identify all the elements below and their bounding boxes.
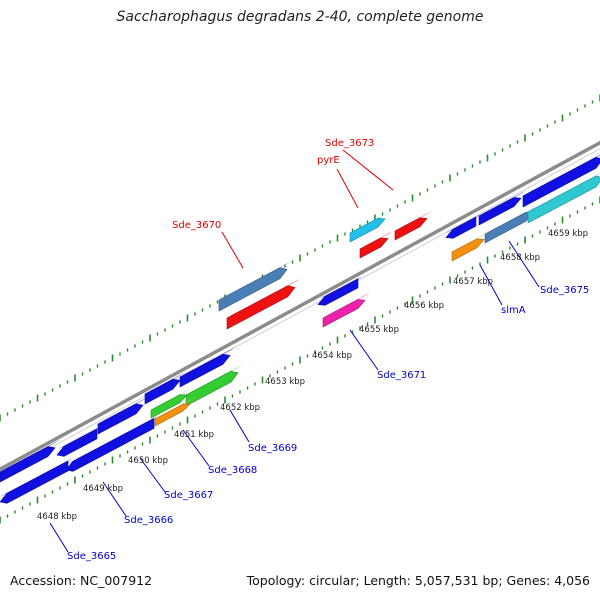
accession-text: Accession: NC_007912 [10, 573, 153, 588]
gene-body [0, 460, 69, 504]
map-title: Saccharophagus degradans 2-40, complete … [116, 9, 484, 25]
leader-sde-3669 [229, 409, 250, 443]
tick-label: 4657 kbp [453, 277, 493, 287]
feature-label-slma: slmA [501, 305, 526, 316]
gene-features [0, 154, 600, 504]
gene-body [97, 403, 144, 435]
feature-label-pyre: pyrE [317, 155, 340, 166]
leader-sde-3675 [508, 240, 540, 288]
gene-sde-3668 [150, 387, 193, 419]
tick-label: 4651 kbp [174, 430, 214, 440]
gene-body [478, 197, 522, 226]
leader-sde-3668 [182, 429, 210, 467]
tick-marks [0, 94, 600, 524]
leader-sde-3670 [221, 231, 244, 269]
gene-row-a-4 [56, 425, 103, 457]
gene-sde-3671-b [322, 292, 371, 328]
gene-sde-3670 [226, 278, 301, 330]
tick-label: 4653 kbp [265, 377, 305, 387]
leader-sde-3667 [139, 457, 166, 493]
tick-label: 4656 kbp [404, 301, 444, 311]
gene-body [445, 216, 477, 239]
backbone-highlight [0, 148, 600, 476]
feature-label-sde-3666: Sde_3666 [124, 515, 173, 526]
feature-label-sde-3667: Sde_3667 [164, 490, 213, 501]
leader-sde-3666 [102, 481, 127, 517]
gene-body [150, 394, 188, 419]
gene-row-a-3 [97, 396, 149, 435]
feature-label-sde-3668: Sde_3668 [208, 465, 257, 476]
leader-sde-3665 [49, 522, 69, 553]
gene-slma [451, 231, 490, 262]
label-leader-lines [49, 149, 540, 553]
gene-body [226, 285, 296, 330]
gene-row-a-1 [179, 346, 236, 388]
tick-label: 4655 kbp [359, 325, 399, 335]
tick-label: 4658 kbp [500, 253, 540, 263]
gene-sde-3670-upper [218, 260, 293, 312]
gene-body [394, 217, 428, 241]
gene-sde-3673-a [359, 230, 394, 259]
gene-sde-3673-b [394, 210, 433, 241]
gene-body [144, 378, 181, 405]
feature-label-sde-3675: Sde_3675 [540, 285, 589, 296]
gene-upper-right-2 [478, 190, 527, 226]
gene-body [322, 299, 366, 328]
gene-body [349, 217, 386, 243]
leader-pyre [336, 168, 359, 209]
gene-body [317, 278, 359, 306]
gene-body [179, 353, 231, 388]
feature-label-sde-3665: Sde_3665 [67, 551, 116, 562]
gene-sde-3667 [154, 396, 196, 427]
tick-label: 4650 kbp [128, 456, 168, 466]
leader-sde-3671 [349, 329, 379, 371]
gene-body [359, 237, 389, 259]
tick-label: 4652 kbp [220, 403, 260, 413]
feature-label-sde-3669: Sde_3669 [248, 443, 297, 454]
feature-labels: Sde_3673 pyrE Sde_3670 Sde_3675 slmA Sde… [67, 138, 589, 562]
gene-body [218, 267, 288, 312]
leader-sde-3673 [342, 149, 394, 191]
gene-pyre [349, 210, 391, 243]
tick-label: 4649 kbp [83, 484, 123, 494]
tick-label: 4654 kbp [312, 351, 352, 361]
gene-row-a-5 [0, 439, 61, 483]
feature-label-sde-3673: Sde_3673 [325, 138, 374, 149]
genome-backbone [0, 140, 600, 476]
leader-slma [479, 264, 503, 306]
backbone-line [0, 140, 600, 472]
feature-label-sde-3671: Sde_3671 [377, 370, 426, 381]
gene-sde-3671-a [317, 275, 364, 306]
tick-labels: 4648 kbp 4649 kbp 4650 kbp 4651 kbp 4652… [37, 229, 588, 522]
feature-label-sde-3670: Sde_3670 [172, 220, 221, 231]
gene-upper-right-1 [445, 213, 482, 239]
gene-sde-3665 [0, 457, 74, 504]
gene-body [154, 403, 191, 427]
gene-row-a-2 [144, 371, 186, 405]
tick-label: 4648 kbp [37, 512, 77, 522]
tick-label: 4659 kbp [548, 229, 588, 239]
gene-body [451, 238, 485, 262]
genome-summary-text: Topology: circular; Length: 5,057,531 bp… [246, 573, 590, 588]
gene-body [0, 446, 56, 483]
gene-body [56, 428, 98, 457]
